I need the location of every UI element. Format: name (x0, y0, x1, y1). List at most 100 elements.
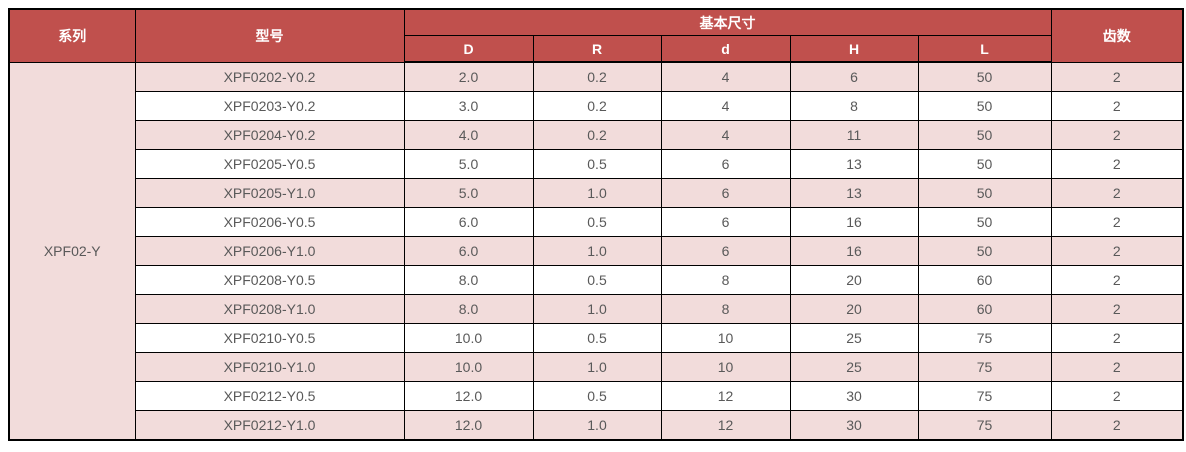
cell-L: 75 (917, 323, 1052, 353)
table-row: XPF0208-Y0.5 8.0 0.5 8 20 60 2 (9, 265, 1184, 295)
cell-R: 1.0 (532, 236, 662, 266)
cell-d: 4 (660, 61, 791, 92)
cell-H: 25 (789, 323, 919, 353)
dimensions-table: 系列 型号 基本尺寸 齿数 D R d H L XPF02-Y XPF0202-Y… (8, 8, 1185, 441)
table-row: XPF0205-Y0.5 5.0 0.5 6 13 50 2 (9, 149, 1184, 179)
cell-d: 6 (660, 207, 791, 237)
cell-teeth: 2 (1050, 381, 1184, 411)
table-row: XPF0204-Y0.2 4.0 0.2 4 11 50 2 (9, 120, 1184, 150)
cell-L: 75 (917, 410, 1052, 441)
cell-H: 8 (789, 91, 919, 121)
cell-teeth: 2 (1050, 120, 1184, 150)
cell-d: 4 (660, 120, 791, 150)
cell-R: 0.5 (532, 381, 662, 411)
cell-D: 12.0 (403, 410, 534, 441)
dim-column-header-L: L (917, 35, 1052, 63)
cell-R: 0.5 (532, 323, 662, 353)
cell-teeth: 2 (1050, 207, 1184, 237)
model-column-header: 型号 (134, 8, 405, 63)
table-row: XPF0212-Y1.0 12.0 1.0 12 30 75 2 (9, 410, 1184, 441)
cell-D: 5.0 (403, 149, 534, 179)
cell-teeth: 2 (1050, 352, 1184, 382)
cell-L: 75 (917, 352, 1052, 382)
cell-R: 0.2 (532, 91, 662, 121)
cell-teeth: 2 (1050, 149, 1184, 179)
cell-H: 13 (789, 149, 919, 179)
dim-column-header-R: R (532, 35, 662, 63)
cell-D: 6.0 (403, 207, 534, 237)
cell-teeth: 2 (1050, 265, 1184, 295)
cell-D: 6.0 (403, 236, 534, 266)
cell-d: 10 (660, 323, 791, 353)
cell-model: XPF0202-Y0.2 (134, 61, 405, 92)
header-row-top: 系列 型号 基本尺寸 齿数 (8, 8, 1184, 63)
cell-H: 25 (789, 352, 919, 382)
cell-R: 1.0 (532, 294, 662, 324)
cell-model: XPF0206-Y0.5 (134, 207, 405, 237)
cell-model: XPF0212-Y1.0 (134, 410, 405, 441)
cell-H: 20 (789, 294, 919, 324)
cell-H: 30 (789, 410, 919, 441)
cell-teeth: 2 (1050, 294, 1184, 324)
series-column-header: 系列 (8, 8, 136, 63)
cell-d: 12 (660, 410, 791, 441)
cell-teeth: 2 (1050, 61, 1184, 92)
cell-L: 50 (917, 61, 1052, 92)
header-row-sub: D R d H L (9, 35, 1183, 63)
cell-model: XPF0208-Y1.0 (134, 294, 405, 324)
cell-D: 5.0 (403, 178, 534, 208)
cell-L: 50 (917, 91, 1052, 121)
cell-H: 13 (789, 178, 919, 208)
cell-model: XPF0205-Y1.0 (134, 178, 405, 208)
table-row: XPF02-Y XPF0202-Y0.2 2.0 0.2 4 6 50 2 (8, 61, 1184, 441)
cell-teeth: 2 (1050, 410, 1184, 441)
cell-D: 4.0 (403, 120, 534, 150)
cell-D: 8.0 (403, 265, 534, 295)
cell-L: 50 (917, 149, 1052, 179)
cell-d: 4 (660, 91, 791, 121)
cell-R: 1.0 (532, 352, 662, 382)
cell-model: XPF0212-Y0.5 (134, 381, 405, 411)
table-row: XPF0203-Y0.2 3.0 0.2 4 8 50 2 (9, 91, 1184, 121)
teeth-column-header: 齿数 (1050, 8, 1184, 63)
cell-D: 3.0 (403, 91, 534, 121)
cell-L: 60 (917, 294, 1052, 324)
cell-teeth: 2 (1050, 236, 1184, 266)
table-row: XPF0206-Y0.5 6.0 0.5 6 16 50 2 (9, 207, 1184, 237)
cell-R: 1.0 (532, 178, 662, 208)
dim-column-header-d: d (660, 35, 791, 63)
cell-L: 60 (917, 265, 1052, 295)
series-cell: XPF02-Y (8, 61, 136, 441)
cell-model: XPF0210-Y1.0 (134, 352, 405, 382)
cell-model: XPF0208-Y0.5 (134, 265, 405, 295)
cell-R: 0.2 (532, 61, 662, 92)
cell-d: 10 (660, 352, 791, 382)
cell-model: XPF0205-Y0.5 (134, 149, 405, 179)
cell-D: 8.0 (403, 294, 534, 324)
cell-model: XPF0206-Y1.0 (134, 236, 405, 266)
table-body: XPF02-Y XPF0202-Y0.2 2.0 0.2 4 6 50 2 XPF0203-Y0… (8, 61, 1184, 441)
cell-D: 12.0 (403, 381, 534, 411)
cell-H: 16 (789, 236, 919, 266)
table-row: XPF0212-Y0.5 12.0 0.5 12 30 75 2 (9, 381, 1184, 411)
table-row: XPF0205-Y1.0 5.0 1.0 6 13 50 2 (9, 178, 1184, 208)
cell-L: 50 (917, 207, 1052, 237)
cell-R: 1.0 (532, 410, 662, 441)
cell-d: 8 (660, 265, 791, 295)
cell-L: 75 (917, 381, 1052, 411)
cell-H: 11 (789, 120, 919, 150)
cell-teeth: 2 (1050, 323, 1184, 353)
cell-L: 50 (917, 120, 1052, 150)
cell-teeth: 2 (1050, 178, 1184, 208)
cell-d: 6 (660, 236, 791, 266)
cell-model: XPF0204-Y0.2 (134, 120, 405, 150)
cell-d: 6 (660, 178, 791, 208)
cell-H: 6 (789, 61, 919, 92)
cell-teeth: 2 (1050, 91, 1184, 121)
table-row: XPF0208-Y1.0 8.0 1.0 8 20 60 2 (9, 294, 1184, 324)
cell-L: 50 (917, 178, 1052, 208)
cell-H: 16 (789, 207, 919, 237)
cell-H: 30 (789, 381, 919, 411)
table-row: XPF0206-Y1.0 6.0 1.0 6 16 50 2 (9, 236, 1184, 266)
